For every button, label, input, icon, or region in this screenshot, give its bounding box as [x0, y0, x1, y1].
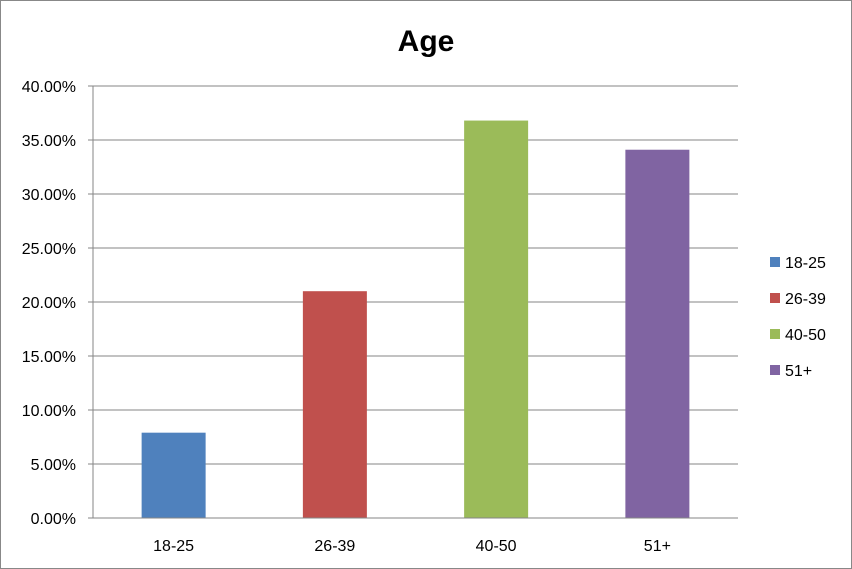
- y-tick-label: 5.00%: [31, 457, 76, 474]
- gridlines: [93, 85, 738, 465]
- chart-title: Age: [398, 25, 455, 58]
- y-tick-label: 10.00%: [22, 403, 76, 420]
- y-tick-label: 20.00%: [22, 295, 76, 312]
- y-tick-label: 15.00%: [22, 349, 76, 366]
- legend-label: 40-50: [785, 327, 826, 344]
- y-tick-label: 0.00%: [31, 511, 76, 528]
- y-axis-ticks: 0.00% 5.00% 10.00% 15.00% 20.00% 25.00% 30.00%…: [22, 79, 93, 528]
- x-tick-label: 40-50: [476, 538, 517, 555]
- bar-26-39: [302, 291, 367, 518]
- x-axis-ticks: 18-25 26-39 40-50 51+: [153, 538, 671, 555]
- bar-18-25: [141, 432, 206, 518]
- x-tick-label: 18-25: [153, 538, 194, 555]
- legend-label: 51+: [785, 363, 812, 380]
- legend-swatch: [770, 293, 780, 303]
- axes: [88, 86, 738, 519]
- legend-label: 26-39: [785, 291, 826, 308]
- y-tick-label: 35.00%: [22, 133, 76, 150]
- bar-40-50: [464, 120, 529, 518]
- y-tick-label: 30.00%: [22, 187, 76, 204]
- bars: [141, 120, 690, 518]
- legend-swatch: [770, 329, 780, 339]
- y-tick-label: 25.00%: [22, 241, 76, 258]
- legend-label: 18-25: [785, 255, 826, 272]
- x-tick-label: 51+: [644, 538, 671, 555]
- legend: 18-25 26-39 40-50 51+: [770, 255, 826, 380]
- y-tick-label: 40.00%: [22, 79, 76, 96]
- legend-swatch: [770, 257, 780, 267]
- x-tick-label: 26-39: [314, 538, 355, 555]
- legend-swatch: [770, 365, 780, 375]
- bar-51+: [625, 149, 690, 518]
